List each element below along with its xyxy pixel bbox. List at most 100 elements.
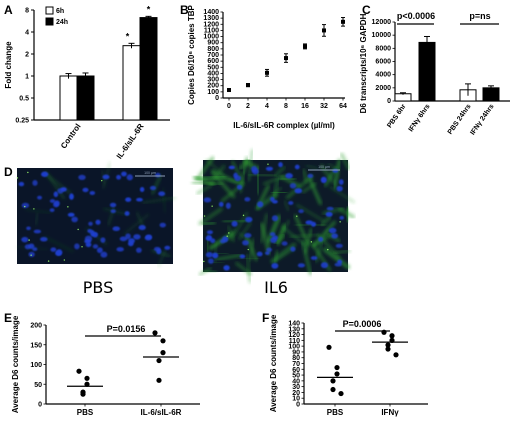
panel-f-letter: F [262, 311, 269, 325]
cell-nucleus [144, 235, 152, 241]
cell-nucleus [288, 201, 294, 205]
cytoplasm-stain [270, 242, 297, 264]
y-tick-label: 1200 [203, 21, 219, 28]
cell-nucleus [205, 236, 212, 241]
cell-nucleus [119, 236, 128, 242]
cell-nucleus [21, 202, 30, 209]
cell-nucleus [339, 215, 345, 220]
y-tick-label: 10 [292, 396, 300, 403]
y-tick-label: 130 [288, 326, 300, 333]
cell-nucleus [272, 235, 279, 241]
cell-nucleus [236, 184, 243, 190]
cell-nucleus [265, 166, 273, 171]
bar [59, 75, 78, 121]
stain-speck [33, 208, 35, 210]
stain-speck [101, 179, 103, 182]
cell-nucleus [40, 237, 48, 242]
stain-speck [81, 246, 83, 248]
cell-nucleus [278, 162, 283, 168]
cell-nucleus [256, 251, 263, 257]
cell-nucleus [100, 237, 106, 243]
cell-nucleus [82, 187, 89, 193]
cytoplasm-stain [296, 204, 325, 223]
x-tick-label: 0 [227, 103, 231, 110]
stain-speck [211, 205, 213, 207]
cell-nucleus [158, 191, 166, 197]
y-tick-label: 100 [207, 89, 219, 96]
data-point [265, 70, 269, 75]
cell-nucleus [139, 186, 145, 192]
y-axis-title: Average D6 counts/image [269, 314, 278, 412]
cell-nucleus [18, 181, 25, 187]
cell-nucleus [126, 174, 133, 181]
cytoplasm-stain [238, 221, 252, 240]
cell-nucleus [225, 202, 231, 209]
y-tick-label: 50 [292, 373, 300, 380]
data-point [334, 364, 340, 371]
cell-nucleus [121, 171, 127, 177]
y-tick-label: 300 [207, 77, 219, 84]
y-tick-label: 80 [292, 355, 300, 362]
y-tick-label: 70 [292, 361, 300, 368]
cell-nucleus [307, 173, 314, 179]
x-tick-label: 64 [339, 103, 347, 110]
x-tick-label: 2 [246, 103, 250, 110]
bar [139, 17, 158, 121]
cell-nucleus [28, 243, 35, 249]
cell-nucleus [50, 247, 57, 252]
cytoplasm-stain [44, 170, 65, 200]
cell-nucleus [228, 165, 235, 170]
significance-annotation: P=0.0156 [107, 324, 146, 334]
cell-nucleus [60, 187, 67, 192]
cytoplasm-stain [196, 156, 215, 180]
cell-nucleus [149, 185, 157, 191]
cytoplasm-stain [34, 212, 39, 226]
y-tick-label: 100 [288, 344, 300, 351]
cell-nucleus [337, 259, 343, 265]
y-tick-label: 200 [207, 83, 219, 90]
cell-nucleus [264, 251, 270, 255]
x-category-label: IL-6/sIL-6R [115, 122, 146, 161]
cell-nucleus [297, 263, 306, 268]
cell-nucleus [49, 208, 55, 213]
cell-nucleus [212, 252, 219, 259]
cell-nucleus [53, 191, 59, 198]
cytoplasm-stain [271, 187, 282, 196]
cell-nucleus [223, 265, 230, 271]
cell-nucleus [338, 179, 344, 185]
cell-nucleus [116, 174, 122, 180]
x-category-label: PBS 24hrs [447, 103, 473, 136]
x-category-label: IFNγ [381, 408, 399, 417]
cytoplasm-stain [338, 207, 356, 219]
cell-nucleus [164, 245, 171, 250]
data-point [156, 357, 162, 364]
y-axis-title: D6 transcripts/10⁶ GAPDH [359, 13, 368, 113]
micrograph-il6-scale-label: 100 µm [318, 165, 330, 169]
cell-nucleus [208, 258, 214, 264]
cell-nucleus [37, 195, 43, 200]
cytoplasm-stain [283, 200, 290, 212]
cytoplasm-stain [322, 247, 351, 270]
cell-nucleus [84, 235, 93, 242]
data-point [76, 368, 82, 374]
cytoplasm-stain [301, 241, 312, 276]
cell-nucleus [95, 219, 101, 225]
cytoplasm-stain [245, 253, 252, 284]
stain-speck [77, 228, 79, 231]
cell-nucleus [205, 252, 213, 258]
cell-nucleus [290, 246, 296, 252]
data-point [338, 390, 344, 397]
x-category-label: PBS [77, 408, 94, 417]
cell-nucleus [318, 236, 324, 242]
cell-nucleus [285, 173, 293, 179]
stain-speck [67, 206, 69, 208]
data-point [246, 83, 250, 88]
cytoplasm-stain [136, 211, 145, 229]
cell-nucleus [320, 176, 327, 184]
data-point [330, 378, 336, 384]
y-tick-label: 1 [25, 74, 29, 81]
y-tick-label: 0 [215, 95, 219, 102]
cell-nucleus [244, 233, 252, 238]
